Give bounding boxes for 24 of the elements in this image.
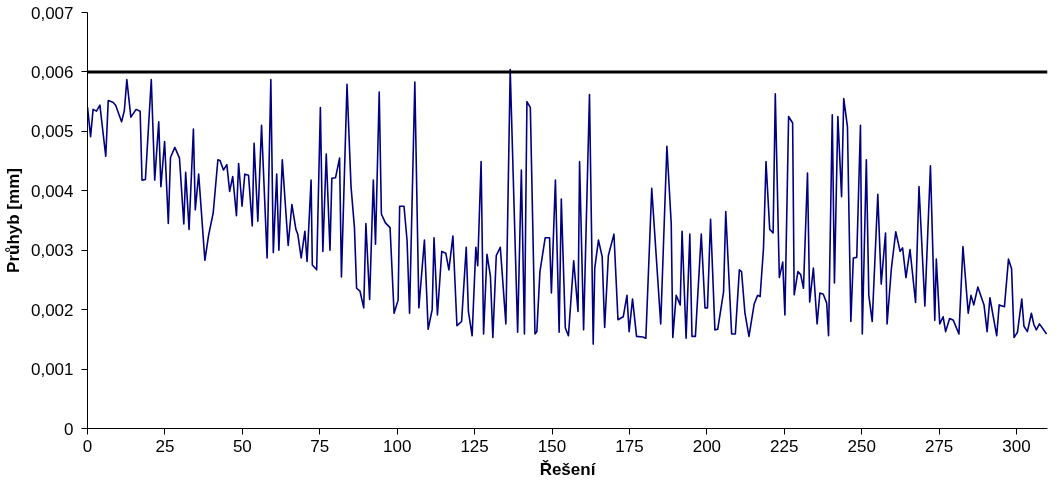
x-tick-label: 50 xyxy=(232,436,252,456)
y-tick-label: 0,003 xyxy=(30,241,74,261)
y-axis-title: Průhyb [mm] xyxy=(3,168,23,273)
x-tick-label: 75 xyxy=(310,436,330,456)
y-tick-label: 0,001 xyxy=(30,360,74,380)
x-tick-label: 250 xyxy=(847,436,876,456)
x-tick-label: 0 xyxy=(82,436,93,456)
y-tick-label: 0,004 xyxy=(30,181,74,201)
y-tick-label: 0,002 xyxy=(30,300,74,320)
x-tick-label: 125 xyxy=(460,436,489,456)
x-tick-label: 275 xyxy=(924,436,954,456)
x-tick-label: 25 xyxy=(155,436,175,456)
x-tick-label: 175 xyxy=(615,436,644,456)
x-tick-label: 300 xyxy=(1002,436,1031,456)
x-tick-label: 150 xyxy=(537,436,567,456)
x-tick-label: 200 xyxy=(692,436,722,456)
y-tick-label: 0,006 xyxy=(30,62,74,82)
x-tick-label: 100 xyxy=(383,436,412,456)
y-tick-label: 0 xyxy=(64,419,74,439)
x-tick-label: 225 xyxy=(770,436,799,456)
x-axis-title: Řešení xyxy=(539,459,597,479)
line-series xyxy=(87,68,1048,345)
y-tick-label: 0,005 xyxy=(30,122,74,142)
y-tick-label: 0,007 xyxy=(30,3,74,23)
